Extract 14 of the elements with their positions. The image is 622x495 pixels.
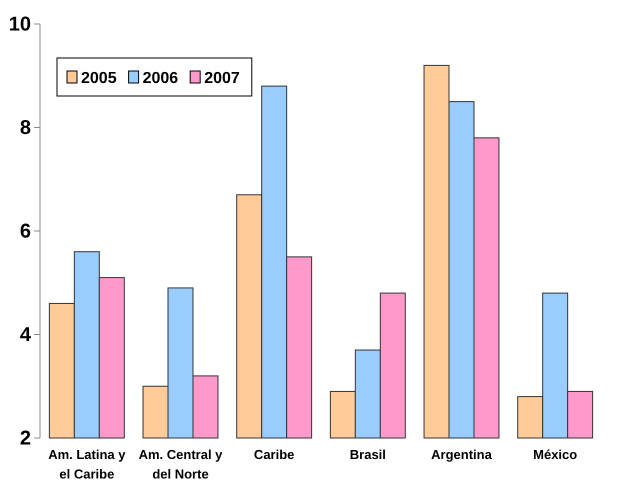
y-tick-label: 4 bbox=[20, 324, 32, 346]
legend-label: 2005 bbox=[81, 70, 117, 87]
x-tick-label: Am. Latina y el Caribe bbox=[48, 447, 126, 482]
x-tick-label: Caribe bbox=[254, 447, 294, 462]
y-tick-label: 6 bbox=[20, 220, 31, 242]
x-tick-label: Brasil bbox=[350, 447, 386, 462]
x-tick-label: Am. Central y del Norte bbox=[138, 447, 224, 482]
y-tick-label: 2 bbox=[20, 427, 31, 450]
legend-label: 2007 bbox=[204, 70, 240, 87]
x-tick-label: México bbox=[533, 447, 578, 462]
y-tick-label: 10 bbox=[8, 13, 31, 36]
legend-label: 2006 bbox=[142, 70, 178, 87]
x-tick-label: Argentina bbox=[431, 447, 493, 462]
y-tick-label: 8 bbox=[20, 116, 31, 139]
